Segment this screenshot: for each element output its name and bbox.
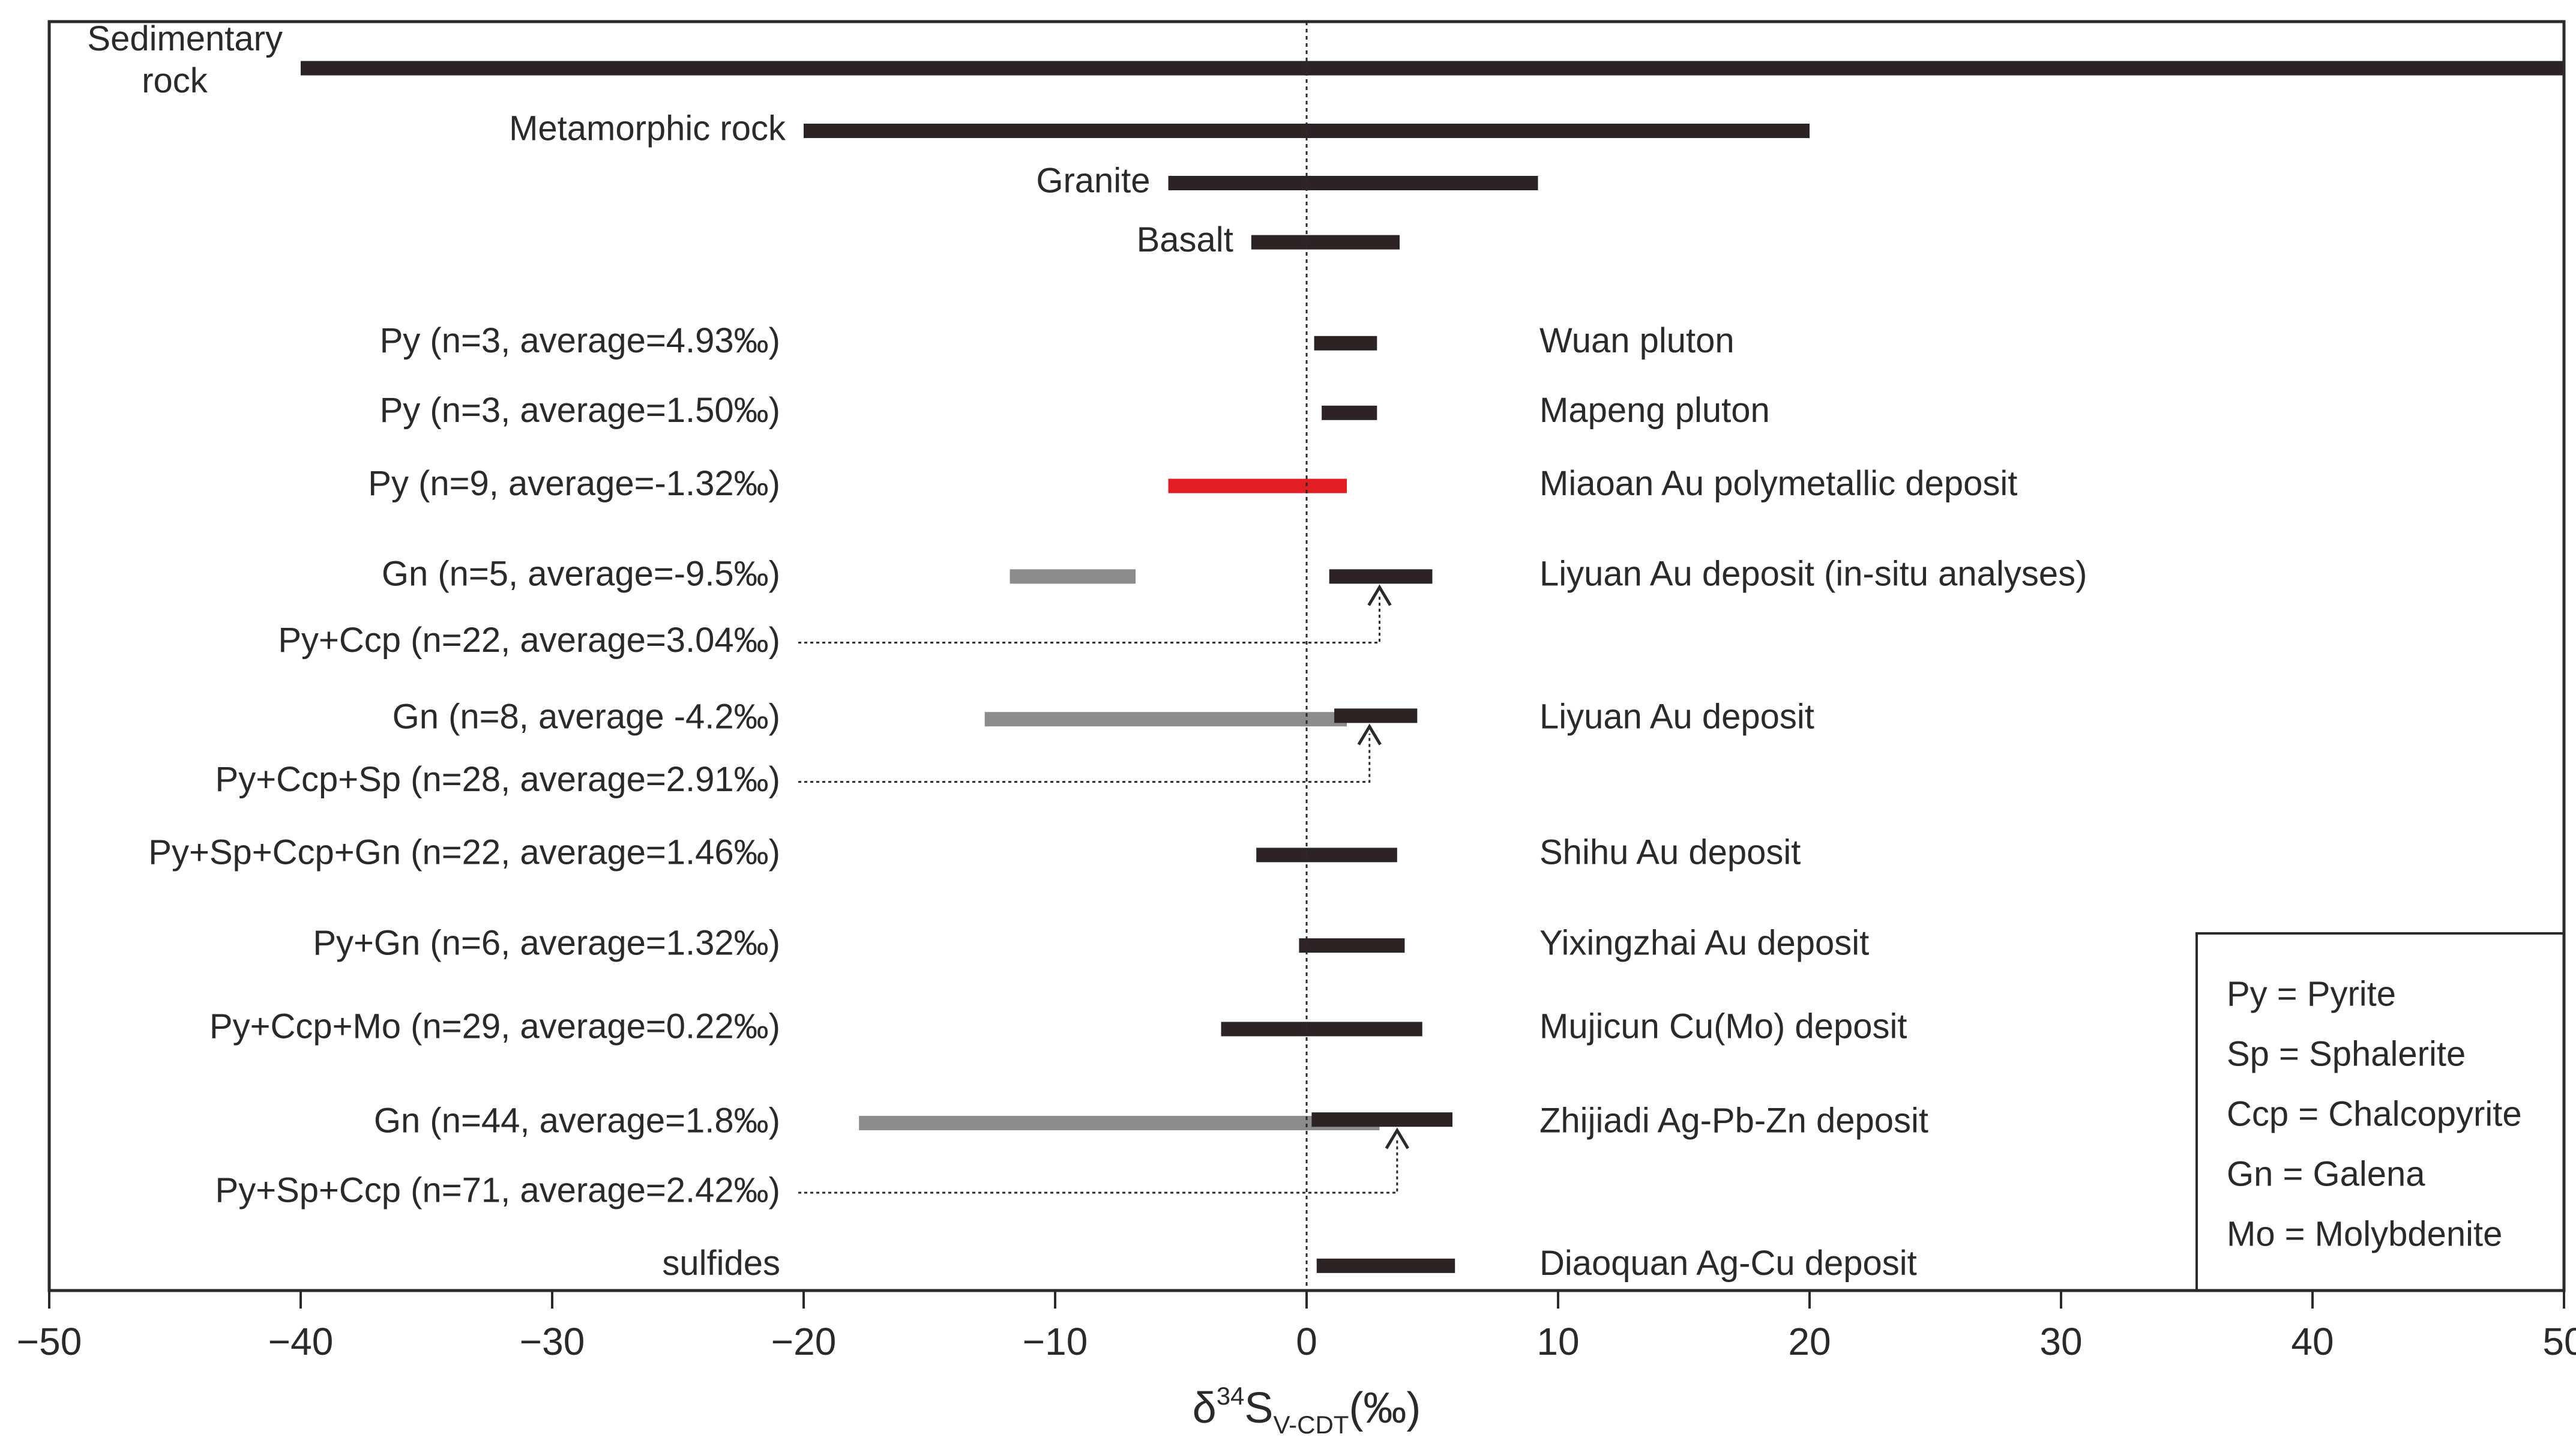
sample-bar	[1334, 708, 1418, 723]
x-axis-label-part: V-CDT	[1273, 1411, 1349, 1439]
pointer-arrowhead	[1357, 723, 1382, 746]
sample-label: Gn (n=44, average=1.8‰)	[374, 1101, 780, 1140]
sample-bar	[1256, 848, 1397, 863]
x-axis-label-part: (‰)	[1349, 1384, 1421, 1432]
legend-box	[2195, 932, 2565, 1292]
rock-label: Sedimentary	[87, 19, 283, 58]
sample-label: Gn (n=8, average -4.2‰)	[393, 697, 780, 737]
deposit-label: Mapeng pluton	[1539, 391, 1770, 430]
x-tick-label: 50	[2542, 1320, 2576, 1363]
rock-label: rock	[142, 61, 208, 100]
axes-layer: −50 −40 −30 −20 −10 0 10 20 30 40 50 δ34SV-CDT(‰)	[17, 20, 2576, 1439]
rock-label: Granite	[1036, 161, 1150, 200]
rock-bar	[1251, 235, 1400, 250]
sample-label: sulfides	[662, 1244, 780, 1283]
x-tick-label: −40	[268, 1320, 334, 1363]
sample-bar	[1314, 336, 1377, 351]
sample-label: Py+Sp+Ccp+Gn (n=22, average=1.46‰)	[148, 833, 780, 872]
deposit-label: Liyuan Au deposit	[1539, 697, 1814, 737]
deposit-label: Mujicun Cu(Mo) deposit	[1539, 1007, 1907, 1046]
pointer-line	[798, 594, 1381, 644]
sample-bar	[859, 1116, 1380, 1130]
x-axis-label-part: S	[1244, 1384, 1273, 1432]
x-tick-label: −30	[520, 1320, 585, 1363]
sample-label: Py+Ccp+Sp (n=28, average=2.91‰)	[215, 760, 780, 799]
sample-bar	[1221, 1022, 1422, 1037]
pointer-line	[798, 734, 1371, 783]
legend: Py = Pyrite Sp = Sphalerite Ccp = Chalcopy…	[2195, 932, 2565, 1292]
sample-label: Py (n=3, average=1.50‰)	[380, 391, 780, 430]
legend-entry: Mo = Molybdenite	[2227, 1214, 2502, 1253]
deposit-label: Diaoquan Ag-Cu deposit	[1539, 1244, 1917, 1283]
sample-label: Py (n=3, average=4.93‰)	[380, 321, 780, 360]
deposit-label: Wuan pluton	[1539, 321, 1735, 360]
pointer-arrowhead	[1385, 1127, 1409, 1149]
sample-label: Py+Ccp+Mo (n=29, average=0.22‰)	[209, 1007, 780, 1046]
x-tick-label: −20	[771, 1320, 837, 1363]
x-tick-label: 40	[2291, 1320, 2334, 1363]
x-axis-label: δ34SV-CDT(‰)	[1193, 1382, 1421, 1439]
deposit-label: Zhijiadi Ag-Pb-Zn deposit	[1539, 1101, 1928, 1140]
rock-label: Metamorphic rock	[509, 109, 786, 148]
rock-label: Basalt	[1137, 220, 1233, 259]
pointer-line	[798, 1137, 1398, 1194]
x-tick-label: −10	[1023, 1320, 1088, 1363]
sample-bar	[984, 712, 1347, 727]
legend-entry: Gn = Galena	[2227, 1154, 2425, 1193]
bars-layer	[301, 61, 2564, 1273]
sample-bar	[1322, 405, 1377, 420]
sample-label: Py+Sp+Ccp (n=71, average=2.42‰)	[215, 1170, 780, 1209]
deposit-label: Shihu Au deposit	[1539, 833, 1801, 872]
sample-bar	[1311, 1112, 1453, 1127]
deposit-label: Yixingzhai Au deposit	[1539, 924, 1869, 963]
x-tick-label: −50	[17, 1320, 82, 1363]
rock-bar	[1168, 176, 1538, 190]
x-tick-label: 0	[1296, 1320, 1317, 1363]
sample-bar	[1168, 478, 1347, 493]
sample-label: Py (n=9, average=-1.32‰)	[368, 464, 780, 503]
deposit-label: Liyuan Au deposit (in-situ analyses)	[1539, 555, 2087, 594]
sample-label: Py+Gn (n=6, average=1.32‰)	[313, 924, 780, 963]
sample-label: Py+Ccp (n=22, average=3.04‰)	[278, 621, 780, 660]
x-axis-label-part: δ	[1193, 1384, 1217, 1432]
deposit-label: Miaoan Au polymetallic deposit	[1539, 464, 2017, 503]
sample-bar	[1299, 938, 1405, 953]
x-axis-label-part: 34	[1217, 1382, 1245, 1410]
rock-bar	[301, 61, 2564, 76]
x-tick-label: 10	[1536, 1320, 1579, 1363]
pointer-arrowhead	[1367, 584, 1392, 606]
x-tick-label: 30	[2039, 1320, 2082, 1363]
legend-entry: Py = Pyrite	[2227, 974, 2396, 1013]
x-tick-label: 20	[1788, 1320, 1831, 1363]
legend-entry: Ccp = Chalcopyrite	[2227, 1094, 2522, 1133]
sample-bar	[1329, 569, 1433, 584]
sample-label: Gn (n=5, average=-9.5‰)	[382, 555, 780, 594]
sample-bar	[1316, 1258, 1455, 1273]
sample-bar	[1010, 569, 1136, 584]
legend-entry: Sp = Sphalerite	[2227, 1034, 2466, 1073]
